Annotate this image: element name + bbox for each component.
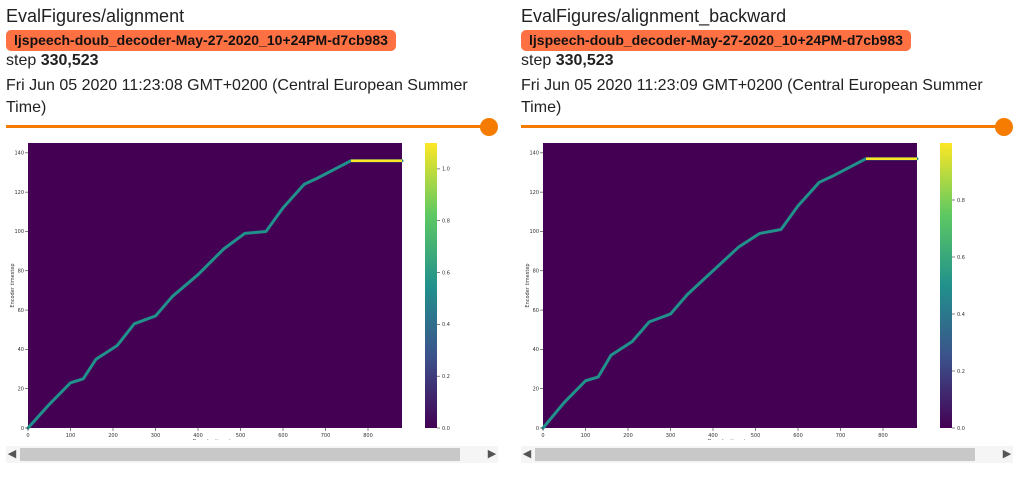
y-tick-label: 120 [529,190,539,196]
x-tick-label: 200 [623,433,633,439]
y-tick-label: 0 [536,426,539,432]
card-tag-title: EvalFigures/alignment [6,6,185,26]
alignment-path [541,157,919,430]
step-value: 330,523 [555,52,614,69]
step-value: 330,523 [40,52,99,69]
alignment-path [26,159,404,430]
colorbar-tick-label: 0.0 [957,426,965,432]
colorbar-tick-label: 0.4 [957,312,965,318]
run-badge: ljspeech-doub_decoder-May-27-2020_10+24P… [6,30,396,51]
step-slider[interactable] [521,118,1013,136]
colorbar-tick-label: 1.0 [442,167,450,173]
colorbar-tick-label: 0.0 [442,426,450,432]
step-info: step 330,523 [521,52,614,70]
timestamp: Fri Jun 05 2020 11:23:08 GMT+0200 (Centr… [6,77,468,116]
y-tick-label: 60 [18,308,24,314]
y-tick-label: 100 [14,229,24,235]
colorbar-tick-label: 0.6 [957,255,965,261]
slider-thumb[interactable] [480,118,498,136]
colorbar-tick-label: 0.2 [957,369,965,375]
x-tick-label: 100 [66,433,76,439]
chevron-right-icon[interactable]: ▶ [487,448,497,460]
card-tag-title: EvalFigures/alignment_backward [521,6,787,26]
y-tick-label: 0 [21,426,24,432]
image-card-alignment-backward: EvalFigures/alignment_backward ljspeech-… [521,0,1021,487]
y-tick-label: 20 [533,386,539,392]
slider-track[interactable] [6,125,490,128]
alignment-heatmap: 0 100 200 300 400 500 600 700 800 0 20 40 60 80 100 120… [10,143,450,440]
alignment-heatmap: 0 100 200 300 400 500 600 700 800 0 20 40 60 80 100 120… [525,143,965,440]
x-tick-label: 100 [581,433,591,439]
step-slider[interactable] [6,118,498,136]
scrollbar-thumb[interactable] [535,448,975,461]
x-tick-label: 700 [836,433,846,439]
slider-track[interactable] [521,125,1005,128]
chevron-left-icon[interactable]: ◀ [7,448,17,460]
colorbar [940,143,952,428]
x-axis-label: Decoder timestep [193,439,238,440]
x-tick-label: 300 [666,433,676,439]
y-tick-label: 80 [18,269,24,275]
horizontal-scrollbar[interactable]: ◀ ▶ [6,446,498,463]
colorbar-tick-label: 0.6 [442,270,450,276]
y-tick-label: 40 [533,347,539,353]
scrollbar-thumb[interactable] [20,448,460,461]
y-axis-label: Encoder timestep [10,263,16,307]
step-label: step [521,52,552,69]
colorbar [425,143,437,428]
chevron-left-icon[interactable]: ◀ [522,448,532,460]
x-axis-label: Decoder timestep [708,439,753,440]
image-card-alignment: EvalFigures/alignment ljspeech-doub_deco… [6,0,506,487]
x-tick-label: 300 [151,433,161,439]
y-axis-label: Encoder timestep [525,263,531,307]
run-badge: ljspeech-doub_decoder-May-27-2020_10+24P… [521,30,911,51]
y-tick-label: 60 [533,308,539,314]
y-tick-label: 40 [18,347,24,353]
y-tick-label: 140 [529,151,539,157]
step-label: step [6,52,37,69]
x-tick-label: 600 [278,433,288,439]
x-tick-label: 700 [321,433,331,439]
colorbar-tick-label: 0.2 [442,374,450,380]
colorbar-tick-label: 0.8 [442,219,450,225]
x-tick-label: 800 [363,433,373,439]
x-tick-label: 400 [708,433,718,439]
chevron-right-icon[interactable]: ▶ [1002,448,1012,460]
x-tick-label: 600 [793,433,803,439]
heatmap-background [543,143,917,428]
x-tick-label: 500 [236,433,246,439]
colorbar-tick-label: 0.4 [442,322,450,328]
x-tick-label: 200 [108,433,118,439]
x-tick-label: 0 [541,433,544,439]
slider-thumb[interactable] [995,118,1013,136]
y-tick-label: 20 [18,386,24,392]
y-tick-label: 100 [529,229,539,235]
y-tick-label: 80 [533,269,539,275]
horizontal-scrollbar[interactable]: ◀ ▶ [521,446,1013,463]
heatmap-background [28,143,402,428]
x-tick-label: 400 [193,433,203,439]
x-tick-label: 0 [26,433,29,439]
y-tick-label: 120 [14,190,24,196]
x-tick-label: 500 [751,433,761,439]
step-info: step 330,523 [6,52,99,70]
colorbar-tick-label: 0.8 [957,198,965,204]
x-tick-label: 800 [878,433,888,439]
timestamp: Fri Jun 05 2020 11:23:09 GMT+0200 (Centr… [521,77,983,116]
y-tick-label: 140 [14,151,24,157]
